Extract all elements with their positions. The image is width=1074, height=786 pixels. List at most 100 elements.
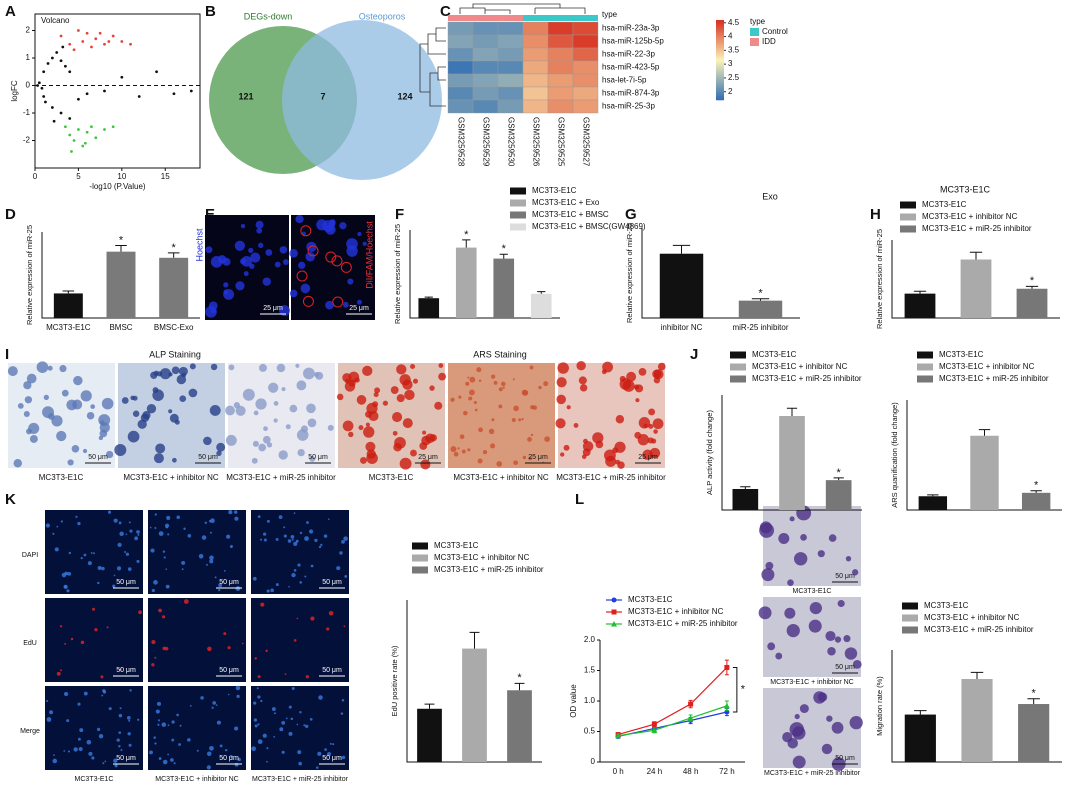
micrograph-texture (289, 404, 298, 413)
point (155, 70, 158, 74)
point (68, 133, 72, 137)
bar (732, 488, 759, 510)
micrograph-texture (163, 556, 166, 559)
scale-label: 50 μm (116, 755, 136, 762)
micrograph-texture (490, 443, 496, 449)
image-caption: MC3T3-E1C + inhibitor NC (770, 679, 853, 686)
y-axis-label: EdU positive rate (%) (390, 645, 399, 716)
micrograph-texture (28, 422, 40, 434)
heatmap-cell (547, 73, 574, 88)
micrograph-texture (422, 430, 427, 435)
micrograph-texture (102, 690, 107, 694)
micrograph-texture (252, 576, 257, 581)
legend-swatch (730, 351, 746, 359)
micrograph-texture (434, 401, 443, 410)
bar (1021, 492, 1051, 510)
significance-mark: * (1034, 480, 1039, 492)
row-label: hsa-miR-874-3p (602, 89, 660, 98)
row-label: hsa-miR-25-3p (602, 102, 655, 111)
micrograph-texture (64, 642, 67, 645)
micrograph-texture (289, 289, 298, 298)
micrograph-texture (498, 404, 503, 409)
micrograph-texture (127, 732, 131, 736)
micrograph-texture (518, 418, 522, 422)
micrograph-texture (116, 566, 122, 571)
micrograph-texture (396, 364, 407, 375)
micrograph-texture (210, 518, 215, 524)
micrograph-texture (23, 381, 32, 390)
colorbar-segment (716, 96, 724, 99)
micrograph-texture (287, 539, 292, 543)
micrograph-texture (254, 657, 257, 660)
micrograph-texture (260, 699, 263, 703)
error-bar (537, 291, 546, 294)
micrograph-texture (119, 531, 124, 537)
legend-label: MC3T3-E1C + BMSC (532, 210, 609, 219)
scale-label: 25 μm (418, 454, 438, 461)
y-tick-label: 0 (591, 757, 596, 766)
micrograph-texture (521, 389, 528, 396)
image-caption: MC3T3-E1C (75, 776, 114, 783)
image-header: ARS Staining (473, 349, 527, 359)
heatmap-cell (572, 60, 599, 75)
micrograph-texture (359, 457, 367, 464)
legend-swatch (412, 554, 428, 562)
micrograph-texture (362, 365, 373, 376)
micrograph-texture (126, 715, 131, 720)
legend-swatch (730, 375, 746, 383)
micrograph-texture (467, 376, 470, 379)
micrograph-texture (262, 435, 271, 444)
micrograph-texture (273, 736, 276, 738)
micrograph-texture (209, 555, 214, 561)
y-axis-label: Relative expression of miR-25 (625, 223, 634, 323)
micrograph-texture (325, 224, 336, 235)
micrograph-texture (196, 749, 199, 752)
micrograph-texture (265, 649, 268, 653)
error-bar (462, 239, 471, 248)
chart-title: Exo (762, 191, 778, 201)
micrograph-texture (325, 251, 337, 263)
micrograph-texture (512, 378, 515, 381)
micrograph-texture (529, 365, 534, 370)
micrograph-texture (236, 694, 240, 699)
dendrogram (459, 3, 586, 14)
micrograph-texture (420, 459, 431, 470)
point (137, 95, 141, 98)
micrograph-texture (150, 548, 155, 553)
micrograph-texture (615, 459, 621, 465)
micrograph-texture (234, 240, 245, 251)
micrograph-texture (299, 581, 303, 584)
micrograph (448, 363, 555, 468)
row-label: hsa-miR-22-3p (602, 50, 655, 59)
legend-marker (611, 609, 617, 615)
micrograph-texture (29, 435, 38, 443)
micrograph-texture (170, 758, 174, 762)
x-tick-label: miR-25 inhibitor (732, 323, 788, 332)
micrograph-texture (73, 375, 83, 386)
micrograph-texture (299, 531, 303, 535)
micrograph-texture (843, 635, 851, 643)
error-bar (115, 245, 127, 252)
y-tick-label: 2 (26, 26, 31, 35)
micrograph-texture (242, 388, 255, 401)
heatmap-cell (572, 73, 599, 88)
micrograph-texture (332, 743, 335, 746)
micrograph-texture (206, 563, 208, 566)
micrograph-texture (258, 242, 264, 249)
micrograph-texture (45, 523, 51, 528)
micrograph-texture (257, 739, 263, 745)
point (103, 128, 106, 131)
heatmap-cell (522, 60, 549, 75)
micrograph-texture (304, 536, 309, 541)
micrograph-texture (153, 580, 158, 585)
micrograph-texture (346, 245, 358, 257)
column-annotation (573, 15, 598, 21)
micrograph-texture (331, 255, 343, 267)
colorbar-segment (716, 26, 724, 29)
point (81, 40, 85, 43)
micrograph-texture (151, 639, 156, 645)
micrograph-texture (172, 457, 177, 463)
micrograph-texture (642, 449, 653, 461)
micrograph (45, 686, 143, 770)
image-caption: MC3T3-E1C + miR-25 inhibitor (764, 770, 861, 777)
